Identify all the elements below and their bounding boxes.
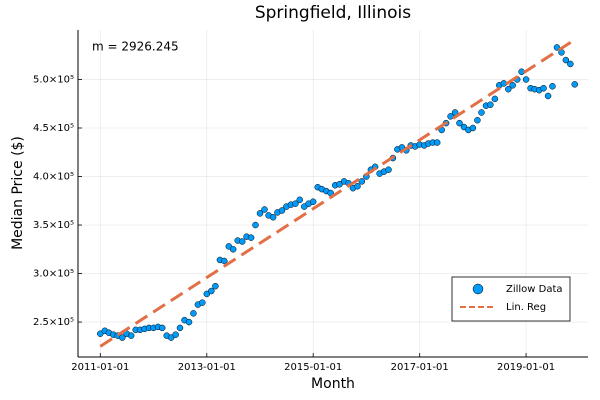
data-point bbox=[261, 206, 268, 213]
x-axis-label: Month bbox=[311, 376, 355, 392]
data-point bbox=[358, 178, 366, 185]
data-point bbox=[278, 207, 286, 214]
data-point bbox=[433, 139, 441, 146]
data-point bbox=[571, 81, 578, 88]
data-point bbox=[119, 334, 126, 341]
y-tick-label: 4.0×10⁵ bbox=[33, 172, 74, 183]
data-point bbox=[544, 92, 552, 100]
data-point bbox=[190, 310, 197, 317]
data-point bbox=[522, 76, 530, 83]
data-point bbox=[456, 119, 463, 127]
data-point bbox=[385, 166, 392, 173]
legend-label: Zillow Data bbox=[506, 284, 563, 295]
x-tick-label: 2015-01-01 bbox=[284, 362, 342, 373]
data-point bbox=[505, 85, 512, 93]
data-point bbox=[292, 200, 299, 207]
x-tick-label: 2019-01-01 bbox=[497, 362, 555, 373]
x-tick-label: 2013-01-01 bbox=[178, 362, 236, 373]
x-tick-label: 2011-01-01 bbox=[71, 362, 129, 373]
data-point bbox=[491, 95, 499, 103]
data-point bbox=[256, 210, 264, 217]
data-point bbox=[509, 82, 516, 89]
y-tick-label: 3.5×10⁵ bbox=[33, 220, 74, 231]
data-point bbox=[296, 196, 304, 204]
regression-line bbox=[99, 38, 576, 348]
data-point bbox=[487, 101, 494, 108]
legend-box bbox=[451, 276, 571, 322]
data-point bbox=[172, 331, 179, 338]
data-point bbox=[474, 116, 481, 124]
y-tick-label: 5.0×10⁵ bbox=[33, 74, 74, 85]
data-point bbox=[309, 198, 317, 205]
chart-title: Springfield, Illinois bbox=[255, 3, 411, 23]
data-point bbox=[269, 214, 277, 221]
data-point bbox=[158, 324, 166, 332]
data-point bbox=[562, 56, 570, 64]
legend-label: Lin. Reg bbox=[506, 302, 546, 313]
annotation: m = 2926.245 bbox=[92, 40, 179, 54]
data-point bbox=[229, 246, 237, 253]
data-point bbox=[540, 84, 547, 92]
x-tick-label: 2017-01-01 bbox=[391, 362, 449, 373]
data-point bbox=[97, 330, 104, 337]
data-point bbox=[208, 287, 215, 295]
data-point bbox=[567, 60, 574, 68]
data-point bbox=[549, 83, 556, 90]
data-point bbox=[336, 181, 343, 188]
data-point bbox=[203, 290, 211, 298]
data-point bbox=[354, 182, 361, 190]
y-tick-label: 4.5×10⁵ bbox=[33, 123, 74, 134]
data-point bbox=[176, 324, 184, 332]
data-point bbox=[185, 318, 193, 326]
data-point bbox=[221, 257, 228, 265]
legend-symbol bbox=[472, 283, 484, 295]
data-point bbox=[127, 332, 135, 339]
data-point bbox=[252, 221, 259, 229]
data-point bbox=[167, 334, 175, 341]
data-point bbox=[199, 299, 206, 306]
y-tick-label: 2.5×10⁵ bbox=[33, 317, 74, 328]
y-tick-label: 3.0×10⁵ bbox=[33, 269, 74, 280]
data-point bbox=[247, 234, 255, 241]
data-point bbox=[238, 238, 246, 245]
data-point bbox=[469, 124, 477, 132]
data-point bbox=[212, 282, 219, 290]
y-axis-label: Median Price ($) bbox=[10, 136, 26, 250]
data-point bbox=[478, 109, 485, 116]
